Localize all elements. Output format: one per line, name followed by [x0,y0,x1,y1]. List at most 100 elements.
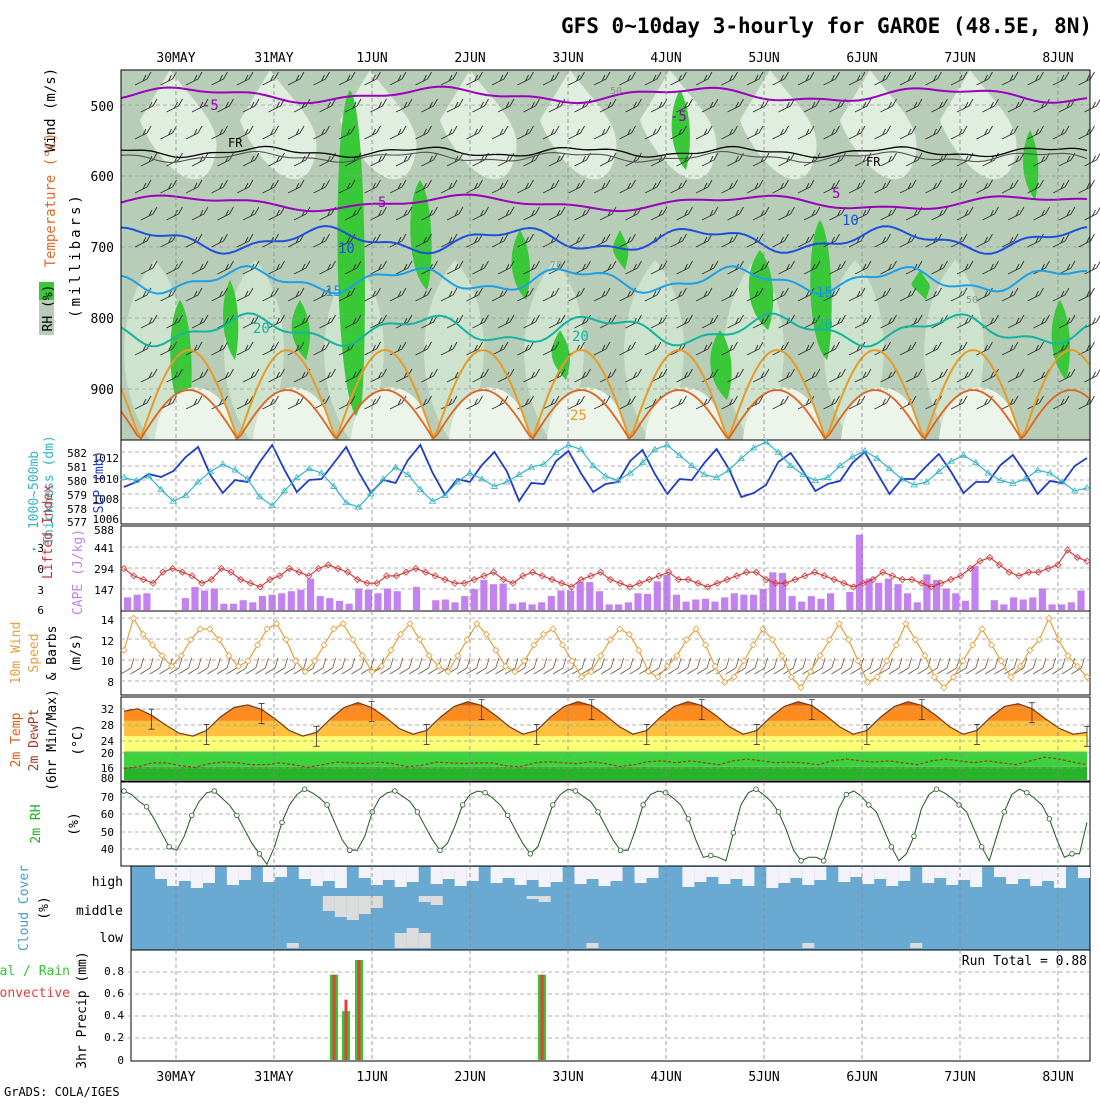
rh-point [1025,790,1030,795]
legend-temp-unit: (°C) [71,724,86,755]
legend-li: Lifted Index [41,485,56,579]
cape-bar [1010,597,1017,610]
cape-bar [394,591,401,610]
cloud-clear-high [802,867,814,885]
cape-axis: 588 441 294 147 [94,524,114,597]
legend-minmax: (6hr Min/Max) [45,689,60,791]
cape-bar [230,604,237,610]
cape-bar [827,593,834,610]
cloud-clear-high [551,867,563,882]
cloud-clear-high [455,867,467,886]
cape-bar [432,600,439,610]
cape-bar [702,599,709,610]
cape-bar [278,593,285,610]
rh-point [573,789,578,794]
cloud-middle [527,896,539,899]
bottom-date-label: 30MAY [156,1070,195,1085]
pressure-axis: 500 600 700 800 900 [91,100,114,398]
contour-label: 20 [572,329,589,345]
cape-bar [971,566,978,610]
cape-bar [692,600,699,611]
cloud-clear-high [1018,867,1030,879]
rh-point [979,845,984,850]
pressure-tick: 800 [91,312,114,327]
contour-label: 20 [816,317,833,333]
contour-label: -5 [202,98,219,114]
legend-2m-dewpt: 2m DewPt [27,709,42,772]
cape-bar [442,600,449,611]
precip-tick: 0.2 [104,1031,124,1044]
temp-tick: 80 [101,772,114,785]
temp-tick: 28 [101,719,114,732]
contour-label: 15 [816,285,833,301]
cape-bar [461,596,468,610]
cloud-clear-high [503,867,515,878]
rh-point [483,790,488,795]
cape-tick: 441 [94,542,114,555]
cloud-low [407,928,419,948]
cape-bar [346,604,353,610]
rh-point [686,817,691,822]
rh-point [957,803,962,808]
cloud-clear-high [335,867,347,888]
contour-label: 15 [325,284,342,300]
cape-bar [943,588,950,610]
cape-bar [846,592,853,610]
precip-legend: Total / Rain Convective 3hr Precip (mm) [0,951,90,1068]
run-total: Run Total = 0.88 [962,954,1087,969]
cape-bar [134,595,141,610]
top-date-label: 30MAY [156,51,195,66]
cloud-clear-high [730,867,742,879]
cloud-low [910,943,922,948]
cape-bar [124,597,131,610]
cloud-legend: Cloud Cover (%) [17,865,52,951]
cloud-clear-high [886,867,898,886]
cloud-clear-high [1042,867,1054,881]
temp2m-panel: 32 28 24 20 16 80 2m Temp 2m DewPt (6hr … [9,689,1090,791]
cloud-clear-high [1078,867,1090,878]
legend-rh: RH (%) [41,285,56,332]
temp-band [121,736,1090,751]
cloud-clear-high [838,867,850,882]
pressure-tick: 700 [91,241,114,256]
rh-point [1047,817,1052,822]
cape-bar [182,598,189,610]
contour-label: FR [228,136,243,150]
cape-bar [808,596,815,610]
precip-panel: Run Total = 0.88 0.8 0.6 0.4 0.2 0 Total… [0,950,1090,1069]
top-date-label: 8JUN [1042,51,1073,66]
rh-point [551,803,556,808]
cloud-clear-high [874,867,886,879]
cape-bar [557,591,564,611]
cape-bar [191,587,198,610]
cloud-clear-high [383,867,395,880]
rh-point [1002,810,1007,815]
cloud-middle [539,896,551,902]
rh-point [821,859,826,864]
upper-air-panel: 500 600 700 800 900 -5 -5 FR FR 5 5 10 1… [39,68,1100,440]
cape-bar [740,595,747,610]
cape-bar [962,601,969,610]
wind-axis: 14 12 10 8 [101,614,115,689]
cape-bar [143,593,150,610]
top-date-label: 1JUN [356,51,387,66]
cloud-clear-high [1054,867,1066,888]
cloud-clear-high [994,867,1006,877]
cape-bar [288,591,295,610]
cape-bar [634,593,641,610]
cloud-level-high: high [92,875,123,890]
rh-point [889,845,894,850]
cape-bar [307,579,314,610]
legend-cape: CAPE (J/kg) [71,529,86,615]
rh-point [1070,852,1075,857]
contour-label: 20 [253,321,270,337]
cape-bar [519,602,526,610]
cloud-clear-high [239,867,251,880]
cape-bar [731,593,738,610]
cloud-clear-high [191,867,203,888]
rh-point [438,848,443,853]
contour-label: 5 [378,195,386,211]
cape-bar [789,596,796,610]
cloud-clear-high [599,867,611,886]
